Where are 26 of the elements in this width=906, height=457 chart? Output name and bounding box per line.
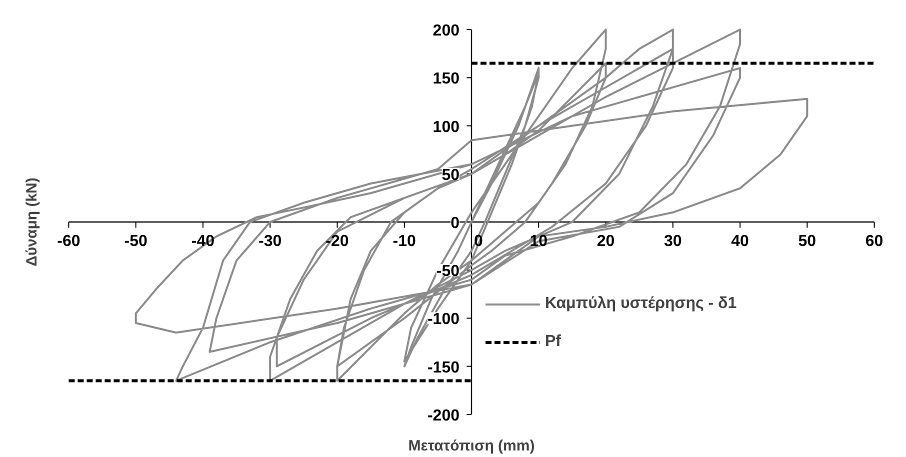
x-tick-label: -60 (57, 233, 80, 250)
x-tick-label: 60 (865, 233, 884, 250)
x-tick-label: 0 (474, 233, 484, 250)
x-tick-label: 40 (731, 233, 750, 250)
x-tick-label: -20 (326, 233, 349, 250)
y-tick-label: 200 (432, 22, 460, 40)
y-tick-label: -100 (427, 311, 460, 328)
x-tick-label: -50 (124, 233, 148, 250)
y-tick-label: 150 (432, 70, 460, 88)
y-tick-label: -200 (427, 407, 460, 424)
x-tick-label: 20 (596, 233, 615, 250)
y-tick-label: 0 (450, 215, 460, 232)
x-axis-title: Μετατόπιση (mm) (408, 438, 535, 454)
y-tick-label: 100 (432, 118, 460, 136)
y-axis-title: Δύναμη (kN) (24, 178, 40, 266)
y-tick-label: -50 (436, 263, 460, 280)
x-tick-label: -10 (392, 233, 416, 250)
legend-label: Pf (545, 333, 562, 351)
y-tick-label: -150 (427, 359, 460, 376)
x-tick-label: 10 (530, 233, 548, 250)
x-tick-label: 30 (664, 233, 682, 250)
x-tick-label: -40 (191, 233, 215, 250)
y-tick-label: 50 (442, 166, 460, 184)
x-tick-label: -30 (258, 233, 282, 250)
legend-label: Καμπύλη υστέρησης - δ1 (545, 295, 737, 313)
x-tick-label: 50 (798, 233, 816, 250)
